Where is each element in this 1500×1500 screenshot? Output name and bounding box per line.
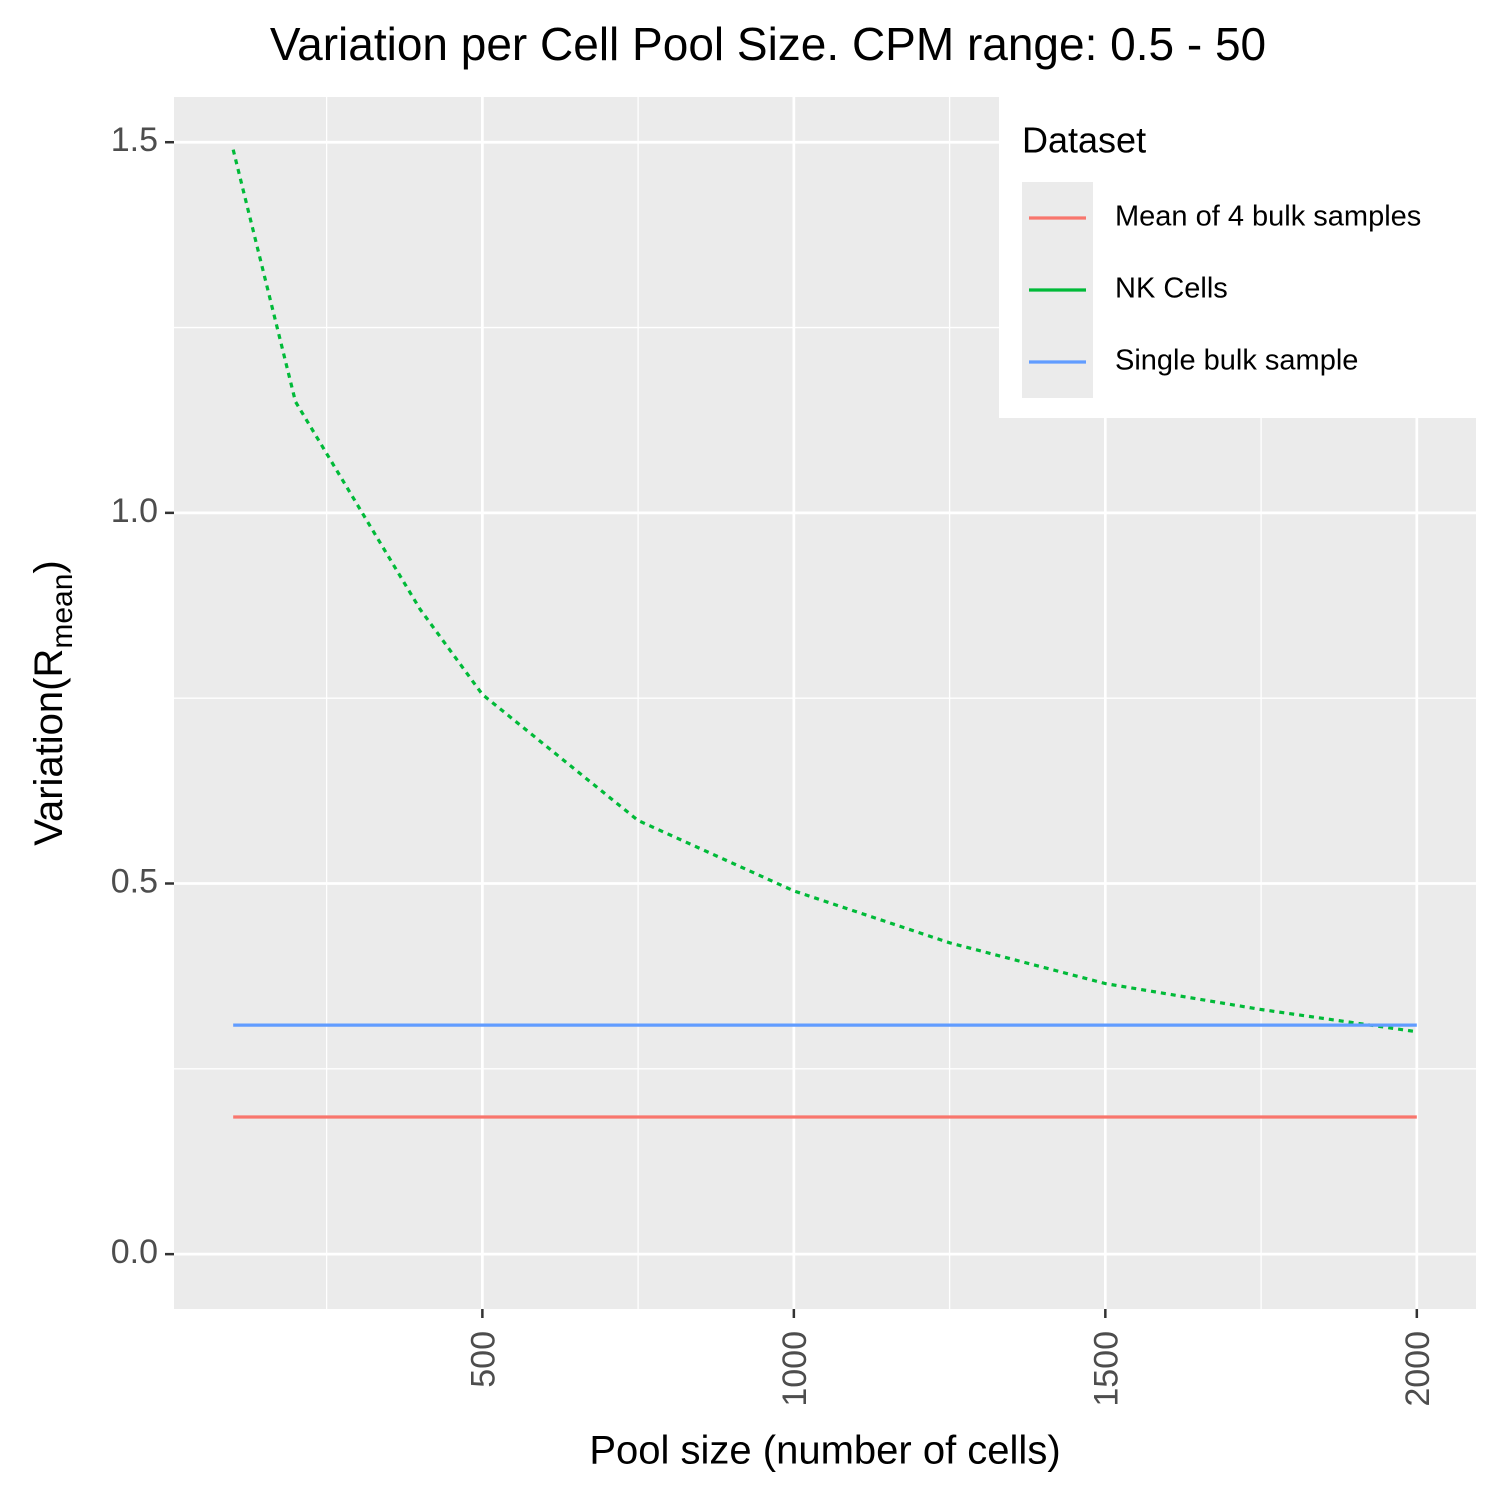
y-axis-label: Variation(Rmean) xyxy=(27,560,79,846)
lines xyxy=(231,149,1418,1119)
y-label-part: Variation( xyxy=(27,677,71,846)
y-label-part: R xyxy=(27,649,71,678)
legend-label: Mean of 4 bulk samples xyxy=(1115,201,1421,233)
x-tick-label: 1500 xyxy=(1087,1331,1125,1407)
legend-title: Dataset xyxy=(1022,120,1146,161)
legend-label: Single bulk sample xyxy=(1115,345,1358,377)
x-tick-label: 1000 xyxy=(776,1331,814,1407)
y-tick-label: 1.0 xyxy=(111,492,158,530)
x-axis-label: Pool size (number of cells) xyxy=(589,1429,1060,1473)
x-tick-label: 2000 xyxy=(1399,1331,1437,1407)
y-tick-label: 1.5 xyxy=(111,121,158,159)
y-label-subscript: mean xyxy=(46,574,79,649)
y-label-part: ) xyxy=(27,560,71,573)
chart-title: Variation per Cell Pool Size. CPM range:… xyxy=(270,18,1266,70)
y-tick-label: 0.0 xyxy=(111,1233,158,1271)
x-tick-label: 500 xyxy=(464,1331,502,1388)
grid xyxy=(174,97,1476,1309)
legend-label: NK Cells xyxy=(1115,273,1228,305)
y-tick-label: 0.5 xyxy=(111,862,158,900)
series-line xyxy=(231,149,1418,1034)
legend: Dataset Mean of 4 bulk samples NK Cells Si… xyxy=(999,97,1476,418)
axes: 500 1000 1500 2000 0.0 0.5 1.0 1.5 xyxy=(111,121,1437,1406)
